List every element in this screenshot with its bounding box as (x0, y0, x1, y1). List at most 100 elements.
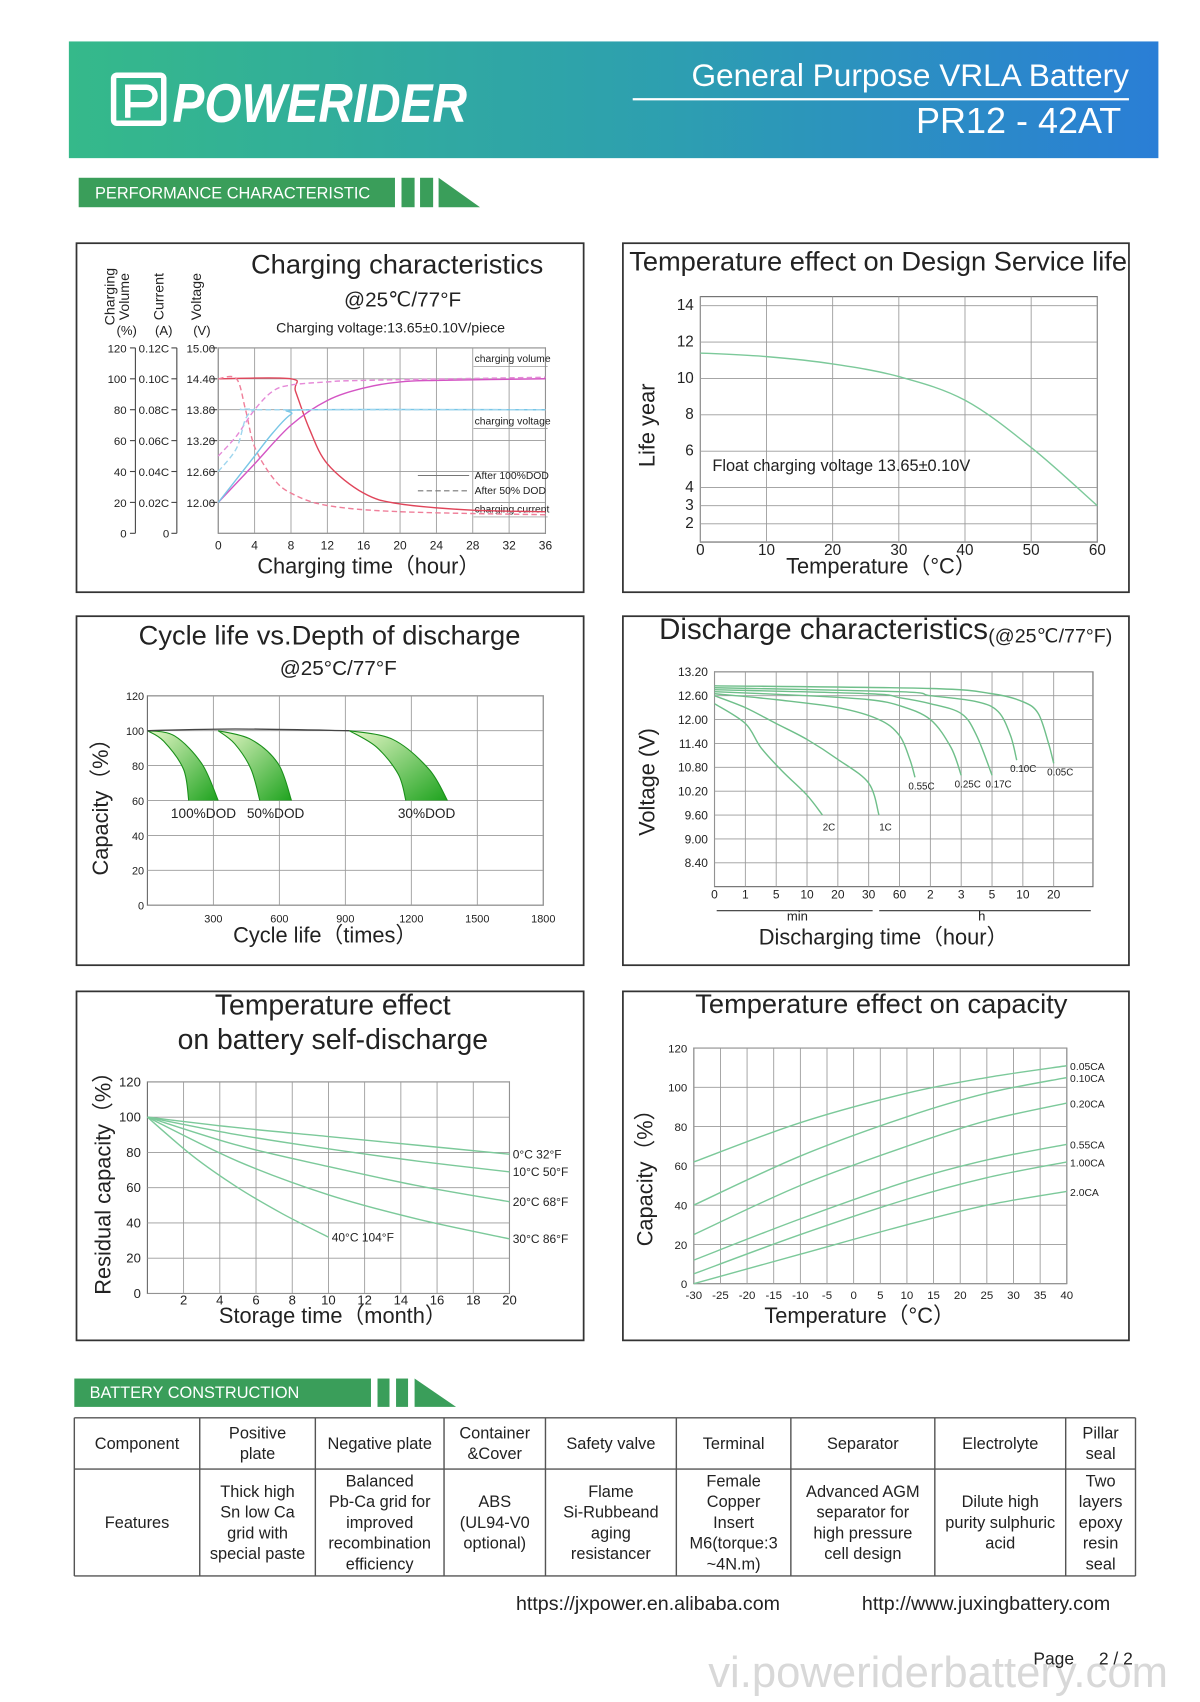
y-tick-label: 12.60 (678, 689, 708, 703)
table-cell: Terminal (703, 1435, 765, 1453)
y-tick-label: 60 (132, 796, 144, 808)
y3-tick-label: 13.20 (187, 436, 216, 448)
series-label: 0.05CA (1070, 1062, 1105, 1073)
table-cell: resistancer (571, 1545, 651, 1563)
table-cell: Insert (713, 1514, 754, 1532)
table-cell: aging (591, 1524, 631, 1542)
table-cell: efficiency (346, 1555, 415, 1573)
table-cell: Balanced (346, 1473, 414, 1491)
x-tick-label: 10 (321, 1292, 336, 1307)
y2-tick-label: 0.10C (139, 374, 170, 386)
y-tick-label: 40 (114, 467, 127, 479)
axis-unit: (V) (193, 323, 210, 338)
data-line (217, 730, 261, 801)
y-tick-label: 9.60 (685, 808, 709, 822)
axis-title: Voltage (189, 273, 205, 320)
y-tick-label: 20 (132, 866, 144, 878)
table-cell: Advanced AGM (806, 1483, 920, 1501)
x-tick-label: 40 (957, 542, 974, 559)
data-line (147, 728, 350, 732)
x-tick-label: 10 (901, 1290, 914, 1302)
chart-title: Cycle life vs.Depth of discharge (139, 620, 521, 651)
data-line (147, 1116, 510, 1155)
data-line (693, 1190, 1067, 1285)
section-title: PERFORMANCE CHARACTERISTIC (95, 184, 370, 202)
y-tick-label: 80 (126, 1145, 141, 1160)
y-axis-title: Capacity（%） (632, 1099, 657, 1247)
chart-note: Charging voltage:13.65±0.10V/piece (276, 321, 505, 337)
x-tick-label: 40 (1060, 1290, 1073, 1302)
table-cell: Two (1086, 1473, 1116, 1491)
y-tick-label: 9.00 (685, 832, 709, 846)
table-cell: plate (240, 1445, 275, 1463)
table-cell: special paste (210, 1545, 305, 1563)
x-axis-title: Temperature（°C） (786, 554, 976, 579)
x-tick-label: 30 (862, 888, 876, 902)
x-tick-label: -25 (712, 1290, 729, 1302)
y-tick-label: 14 (677, 297, 694, 314)
chart-title: Temperature effect on capacity (695, 988, 1067, 1019)
table-cell: &Cover (468, 1445, 523, 1463)
table-cell: M6(torque:3 (690, 1535, 778, 1553)
data-line (218, 375, 546, 516)
table-cell: Dilute high (962, 1493, 1039, 1511)
chart-title: Discharge characteristics (659, 613, 988, 646)
table-cell: Copper (707, 1493, 761, 1511)
x-tick-label: 30 (890, 542, 907, 559)
y3-tick-label: 15.00 (187, 343, 216, 355)
table-cell: seal (1086, 1445, 1116, 1463)
data-line (147, 1116, 510, 1240)
axis-unit: (%) (117, 323, 137, 338)
panel-frames (75, 242, 1130, 1342)
y-tick-label: 0 (120, 529, 126, 541)
x-tick-label: 10 (800, 888, 814, 902)
data-line (218, 377, 546, 513)
watermark: vi.poweriderbattery.com (708, 1649, 1168, 1697)
x-tick-label: 20 (831, 888, 845, 902)
x-tick-label: 20 (502, 1292, 517, 1307)
data-line (693, 1065, 1067, 1163)
table-cell: Flame (588, 1483, 633, 1501)
data-line (714, 688, 993, 776)
section-marker (74, 177, 481, 1407)
table-cell: Electrolyte (962, 1435, 1038, 1453)
model-name: PR12 - 42AT (916, 100, 1121, 141)
x-tick-label: 2 (180, 1292, 187, 1307)
y-tick-label: 3 (685, 497, 693, 514)
table-cell: Pb-Ca grid for (329, 1493, 431, 1511)
table-cell: Container (459, 1425, 530, 1443)
data-line (714, 687, 1018, 761)
x-tick-label: 600 (270, 914, 288, 926)
y-tick-label: 20 (675, 1240, 688, 1252)
data-line (217, 408, 546, 472)
x-tick-label: 12 (321, 539, 335, 553)
x-tick-label: 16 (430, 1292, 445, 1307)
x-tick-label: 20 (1047, 888, 1061, 902)
x-tick-label: 2 (927, 888, 934, 902)
data-line (218, 730, 292, 801)
data-line (146, 1116, 329, 1238)
x-tick-label: 32 (502, 539, 516, 553)
y-tick-label: 10.20 (678, 785, 708, 799)
table-cell: seal (1086, 1555, 1116, 1573)
axis-title: Volume (117, 273, 133, 320)
x-axis-title: Temperature（°C） (764, 1303, 954, 1328)
table-cell: optional) (463, 1535, 526, 1553)
y-tick-label: 10.80 (678, 761, 708, 775)
table-cell: separator for (817, 1504, 910, 1522)
table-cell: Thick high (220, 1483, 295, 1501)
y3-tick-label: 12.60 (187, 467, 216, 479)
x-tick-label: 50 (1023, 542, 1040, 559)
table-cell: cell design (824, 1545, 901, 1563)
plot-frame (713, 671, 1094, 888)
y-tick-label: 120 (126, 691, 144, 703)
series-label: 0.55C (908, 781, 934, 792)
y-tick-label: 60 (675, 1161, 688, 1173)
series-label: 0.05C (1047, 767, 1073, 778)
chart-title: Temperature effect (215, 989, 451, 1021)
x-axis-title: Storage time（month） (219, 1303, 447, 1328)
y-axis-title: Residual capacity（%） (90, 1061, 115, 1295)
table-cell: high pressure (813, 1524, 912, 1542)
chart-title: on battery self-discharge (178, 1024, 488, 1056)
